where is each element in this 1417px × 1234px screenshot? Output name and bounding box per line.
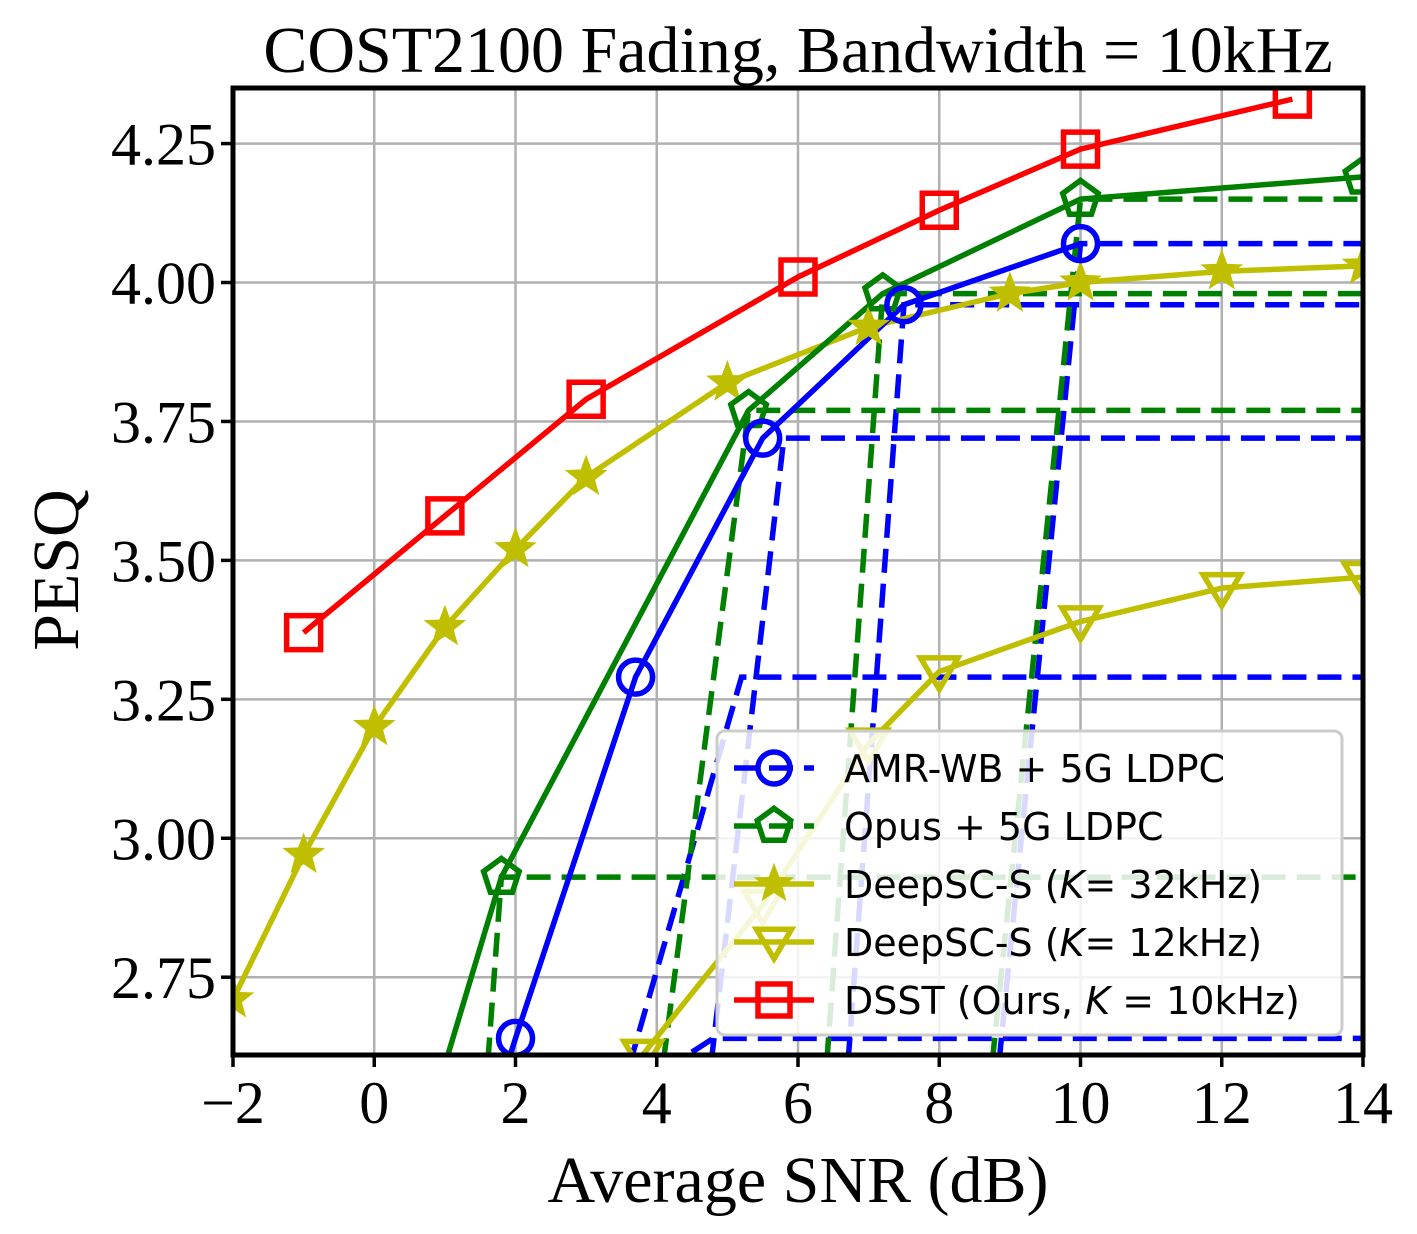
- data-point-star: [564, 454, 608, 496]
- data-point-star: [494, 526, 537, 568]
- data-point-square: [778, 257, 818, 297]
- series-line: [444, 174, 1363, 1055]
- data-point-pentagon: [1059, 177, 1102, 218]
- legend-marker-circle: [755, 749, 793, 787]
- data-point-triangle-down: [1056, 605, 1105, 645]
- y-tick-label: 2.75: [111, 945, 216, 1011]
- grid: [231, 88, 1365, 1055]
- data-point-circle: [456, 1155, 490, 1189]
- legend-marker-triangle-down: [751, 926, 797, 965]
- data-point-square: [283, 612, 324, 653]
- x-tick-label: 4: [642, 1070, 672, 1136]
- data-point-square: [566, 379, 606, 419]
- y-tick-label: 4.00: [111, 251, 216, 317]
- x-tick-label: 8: [924, 1070, 954, 1136]
- data-point-star: [233, 976, 255, 1018]
- threshold-curve: [682, 1035, 1363, 1055]
- legend-label: DSST (Ours, K = 10kHz): [844, 979, 1300, 1023]
- data-point-star: [423, 604, 467, 646]
- data-point-star: [1059, 260, 1102, 301]
- data-point-triangle-down: [1339, 560, 1363, 601]
- series-line: [507, 241, 1082, 1055]
- data-point-star: [847, 304, 890, 346]
- data-point-triangle-down: [1198, 571, 1246, 612]
- data-point-circle: [1060, 223, 1101, 264]
- y-tick-label: 4.25: [111, 112, 216, 178]
- data-point-star: [352, 704, 396, 746]
- series-line: [233, 263, 1363, 1001]
- data-point-pentagon: [861, 271, 904, 312]
- y-tick-label: 3.00: [111, 806, 216, 872]
- y-tick-label: 3.25: [111, 667, 216, 733]
- legend-marker-pentagon: [754, 805, 794, 843]
- threshold-curve: [996, 240, 1363, 1055]
- axes: −2 0 2 4 6 8 10 12 14 2.75 3.00 3.25 3.50 3.75 4.00 4.2…: [111, 85, 1393, 1136]
- data-point-triangle-down: [915, 655, 963, 695]
- legend-label: Opus + 5G LDPC: [844, 805, 1164, 849]
- x-tick-label: 0: [359, 1070, 389, 1136]
- data-point-circle: [884, 284, 924, 325]
- data-point-pentagon: [1341, 154, 1363, 195]
- x-tick-label: 6: [783, 1070, 813, 1136]
- data-point-square: [919, 190, 959, 231]
- data-point-star: [706, 360, 749, 401]
- x-tick-label: 14: [1333, 1070, 1393, 1136]
- data-point-star: [1341, 243, 1363, 284]
- legend-box: [715, 729, 1344, 1037]
- data-point-pentagon: [480, 855, 523, 896]
- legend-label: AMR-WB + 5G LDPC: [844, 747, 1225, 791]
- series-line: [301, 96, 1294, 635]
- data-point-square: [1272, 88, 1313, 119]
- x-axis-label: Average SNR (dB): [548, 1144, 1049, 1217]
- data-point-square: [425, 496, 465, 536]
- data-point-circle: [495, 1018, 536, 1055]
- data-point-triangle-down: [619, 1038, 667, 1055]
- x-tick-label: 12: [1192, 1070, 1252, 1136]
- data-point-star: [282, 832, 325, 874]
- legend: AMR-WB + 5G LDPC Opus + 5G LDPC DeepSC-S (…: [715, 729, 1344, 1037]
- x-tick-label: 2: [501, 1070, 531, 1136]
- data-point-pentagon: [420, 1070, 456, 1104]
- y-tick-label: 3.50: [111, 528, 216, 594]
- data-point-circle: [615, 657, 656, 697]
- data-point-star: [1200, 248, 1244, 290]
- legend-marker-star: [753, 862, 795, 902]
- legend-marker-square: [755, 981, 793, 1019]
- y-axis-label: PESQ: [20, 489, 93, 650]
- data-point-circle: [742, 418, 783, 458]
- x-tick-label: −2: [201, 1070, 265, 1136]
- threshold-curve: [661, 407, 1363, 1055]
- chart-title: COST2100 Fading, Bandwidth = 10kHz: [263, 14, 1332, 87]
- threshold-curve: [629, 674, 1363, 1055]
- data-point-square: [1060, 129, 1101, 169]
- legend-label: DeepSC-S (K= 32kHz): [844, 863, 1262, 907]
- y-tick-label: 3.75: [111, 389, 216, 455]
- legend-label: DeepSC-S (K= 12kHz): [844, 921, 1262, 965]
- x-tick-label: 10: [1051, 1070, 1111, 1136]
- data-point-star: [988, 271, 1032, 312]
